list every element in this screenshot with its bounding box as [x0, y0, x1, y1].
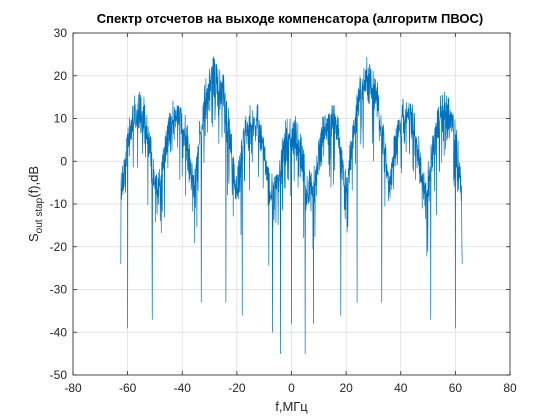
y-axis-label-subscript: out stap	[34, 197, 45, 233]
y-tick-label: -40	[50, 325, 68, 339]
y-tick-label: 10	[54, 112, 68, 126]
y-tick-label: 20	[54, 69, 68, 83]
x-tick-label: 20	[339, 381, 353, 395]
x-tick-label: -40	[174, 381, 192, 395]
y-tick-label: -10	[50, 197, 68, 211]
y-tick-label: 0	[60, 154, 67, 168]
y-axis-label-rest: (f),dB	[26, 166, 41, 198]
axis-ticks: -80 -60 -40 -20 0 20 40 60 80 -50 -40 -30 -20 -10 0 10 2…	[50, 26, 517, 395]
spectrum-series-line	[120, 56, 463, 354]
chart-title: Спектр отсчетов на выходе компенсатора (…	[97, 11, 483, 26]
x-tick-label: 60	[449, 381, 463, 395]
y-tick-label: -50	[50, 368, 68, 382]
x-tick-label: 40	[394, 381, 408, 395]
x-axis-label: f,МГц	[275, 399, 308, 414]
y-tick-label: 30	[54, 26, 68, 40]
x-tick-label: -60	[119, 381, 137, 395]
y-tick-label: -30	[50, 283, 68, 297]
plot-area	[120, 56, 463, 354]
y-axis-label-main: S	[26, 233, 41, 242]
x-tick-label: -20	[228, 381, 246, 395]
x-tick-label: -80	[64, 381, 82, 395]
x-tick-label: 0	[288, 381, 295, 395]
y-axis-label: Sout stap(f),dB	[26, 166, 45, 242]
x-tick-label: 80	[503, 381, 517, 395]
y-tick-label: -20	[50, 240, 68, 254]
